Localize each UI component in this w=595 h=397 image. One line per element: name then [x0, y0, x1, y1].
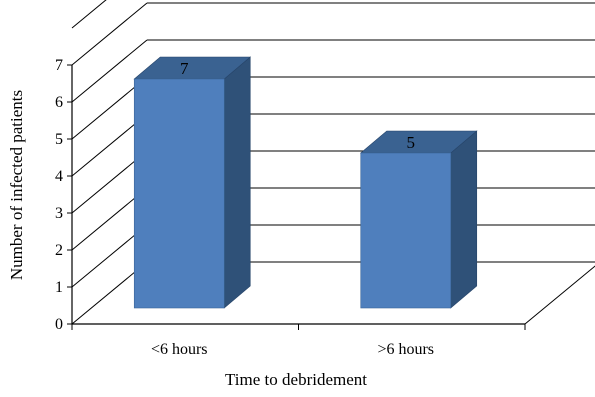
- y-tick-label: 5: [55, 131, 63, 148]
- bars: 75: [133, 56, 478, 309]
- y-tick-label: 6: [55, 94, 63, 111]
- bar-data-label: 5: [407, 133, 416, 152]
- bar-side: [223, 56, 251, 309]
- y-tick-label: 1: [55, 279, 63, 296]
- bar-data-label: 7: [180, 59, 189, 78]
- x-tick-labels: <6 hours >6 hours: [71, 324, 526, 358]
- floor-right-edge: [524, 265, 595, 325]
- x-tick-label: >6 hours: [377, 341, 434, 358]
- bar-side: [450, 130, 478, 309]
- side-gridline: [71, 2, 148, 66]
- y-tick-labels: 0 1 2 3 4 5 6 7: [55, 57, 72, 333]
- side-gridline: [71, 39, 148, 103]
- y-tick-label: 3: [55, 205, 63, 222]
- bar-front: [360, 152, 452, 309]
- y-axis-title: Number of infected patients: [7, 90, 26, 280]
- y-tick-label: 2: [55, 242, 63, 259]
- y-tick-label: 7: [55, 57, 63, 74]
- x-tick-label: <6 hours: [151, 341, 208, 358]
- bar-1: 5: [359, 130, 478, 309]
- y-tick-label: 4: [55, 168, 63, 185]
- side-gridline-top: [71, 0, 107, 29]
- x-axis-title: Time to debridement: [225, 370, 367, 389]
- bar-front: [133, 78, 225, 309]
- bar-0: 7: [133, 56, 252, 309]
- y-tick-label: 0: [55, 316, 63, 333]
